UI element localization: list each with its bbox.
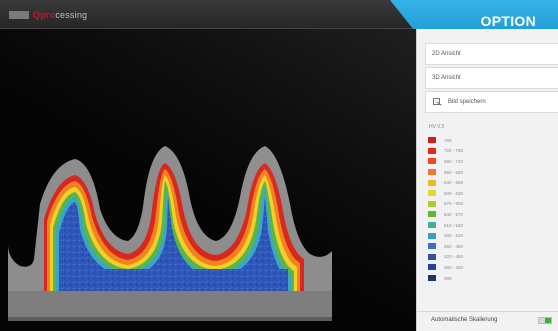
legend-swatch bbox=[428, 147, 436, 154]
specimen-base bbox=[8, 291, 332, 321]
legend-row: 720 - 750 bbox=[428, 146, 463, 157]
legend-row: 750 bbox=[428, 135, 463, 146]
hardness-legend: 750 720 - 750 690 - 720 660 - 690 630 - 660 6… bbox=[428, 135, 463, 283]
legend-label: 420 - 450 bbox=[444, 254, 464, 260]
legend-swatch bbox=[428, 169, 436, 176]
logo-brand: pro bbox=[40, 10, 56, 20]
legend-row: 660 - 690 bbox=[428, 167, 463, 178]
view-3d-button[interactable]: 3D Ansicht bbox=[425, 67, 558, 89]
legend-label: 510 - 540 bbox=[444, 222, 464, 228]
legend-swatch bbox=[428, 264, 436, 271]
option-label: OPTION bbox=[480, 13, 536, 29]
auto-scale-toggle[interactable] bbox=[538, 317, 552, 324]
legend-label: 390 bbox=[444, 275, 452, 281]
gear-viewport[interactable] bbox=[0, 29, 416, 331]
edit-icon bbox=[432, 97, 442, 107]
app-logo: Qprocessing bbox=[9, 9, 87, 21]
legend-row: 690 - 720 bbox=[428, 156, 463, 167]
gear-hardness-map bbox=[8, 146, 332, 321]
screen-glare bbox=[0, 29, 416, 331]
legend-swatch bbox=[428, 232, 436, 239]
legend-row: 390 bbox=[428, 273, 463, 284]
legend-row: 570 - 600 bbox=[428, 199, 463, 210]
legend-label: 390 - 420 bbox=[444, 264, 464, 270]
legend-swatch bbox=[428, 200, 436, 207]
legend-swatch bbox=[428, 253, 436, 260]
view-2d-button[interactable]: 2D Ansicht bbox=[425, 43, 558, 65]
legend-label: 480 - 510 bbox=[444, 233, 464, 239]
specimen-base-shadow bbox=[8, 317, 332, 321]
edit-label: Bild speichern bbox=[448, 99, 486, 105]
logo-suffix: cessing bbox=[55, 10, 88, 20]
legend-label: 570 - 600 bbox=[444, 201, 464, 207]
toggle-knob bbox=[545, 318, 551, 323]
logo-text: Qprocessing bbox=[33, 10, 87, 20]
view-3d-label: 3D Ansicht bbox=[432, 75, 461, 81]
legend-row: 540 - 570 bbox=[428, 209, 463, 220]
legend-label: 750 bbox=[444, 137, 452, 143]
legend-swatch bbox=[428, 190, 436, 197]
legend-row: 510 - 540 bbox=[428, 220, 463, 231]
legend-label: 720 - 750 bbox=[444, 148, 464, 154]
legend-row: 600 - 630 bbox=[428, 188, 463, 199]
core-blue bbox=[59, 197, 288, 291]
edit-button[interactable]: Bild speichern bbox=[425, 91, 558, 113]
legend-swatch bbox=[428, 222, 436, 229]
logo-mark bbox=[9, 11, 29, 19]
legend-label: 600 - 630 bbox=[444, 190, 464, 196]
logo-prefix: Q bbox=[33, 10, 41, 20]
legend-row: 390 - 420 bbox=[428, 262, 463, 273]
legend-row: 450 - 480 bbox=[428, 241, 463, 252]
legend-label: 660 - 690 bbox=[444, 169, 464, 175]
legend-swatch bbox=[428, 158, 436, 165]
legend-swatch bbox=[428, 179, 436, 186]
legend-label: 540 - 570 bbox=[444, 211, 464, 217]
legend-title: HV 0.5 bbox=[429, 124, 445, 130]
legend-row: 630 - 660 bbox=[428, 177, 463, 188]
auto-scale-label: Automatische Skalierung bbox=[431, 317, 498, 323]
core-body bbox=[59, 269, 288, 291]
legend-label: 450 - 480 bbox=[444, 243, 464, 249]
view-2d-label: 2D Ansicht bbox=[432, 51, 461, 57]
legend-row: 480 - 510 bbox=[428, 230, 463, 241]
legend-label: 690 - 720 bbox=[444, 158, 464, 164]
legend-label: 630 - 660 bbox=[444, 180, 464, 186]
divider bbox=[417, 311, 558, 312]
legend-swatch bbox=[428, 275, 436, 282]
legend-swatch bbox=[428, 243, 436, 250]
legend-row: 420 - 450 bbox=[428, 252, 463, 263]
side-panel: 2D Ansicht 3D Ansicht Bild speichern HV … bbox=[416, 29, 558, 331]
legend-swatch bbox=[428, 211, 436, 218]
legend-swatch bbox=[428, 137, 436, 144]
